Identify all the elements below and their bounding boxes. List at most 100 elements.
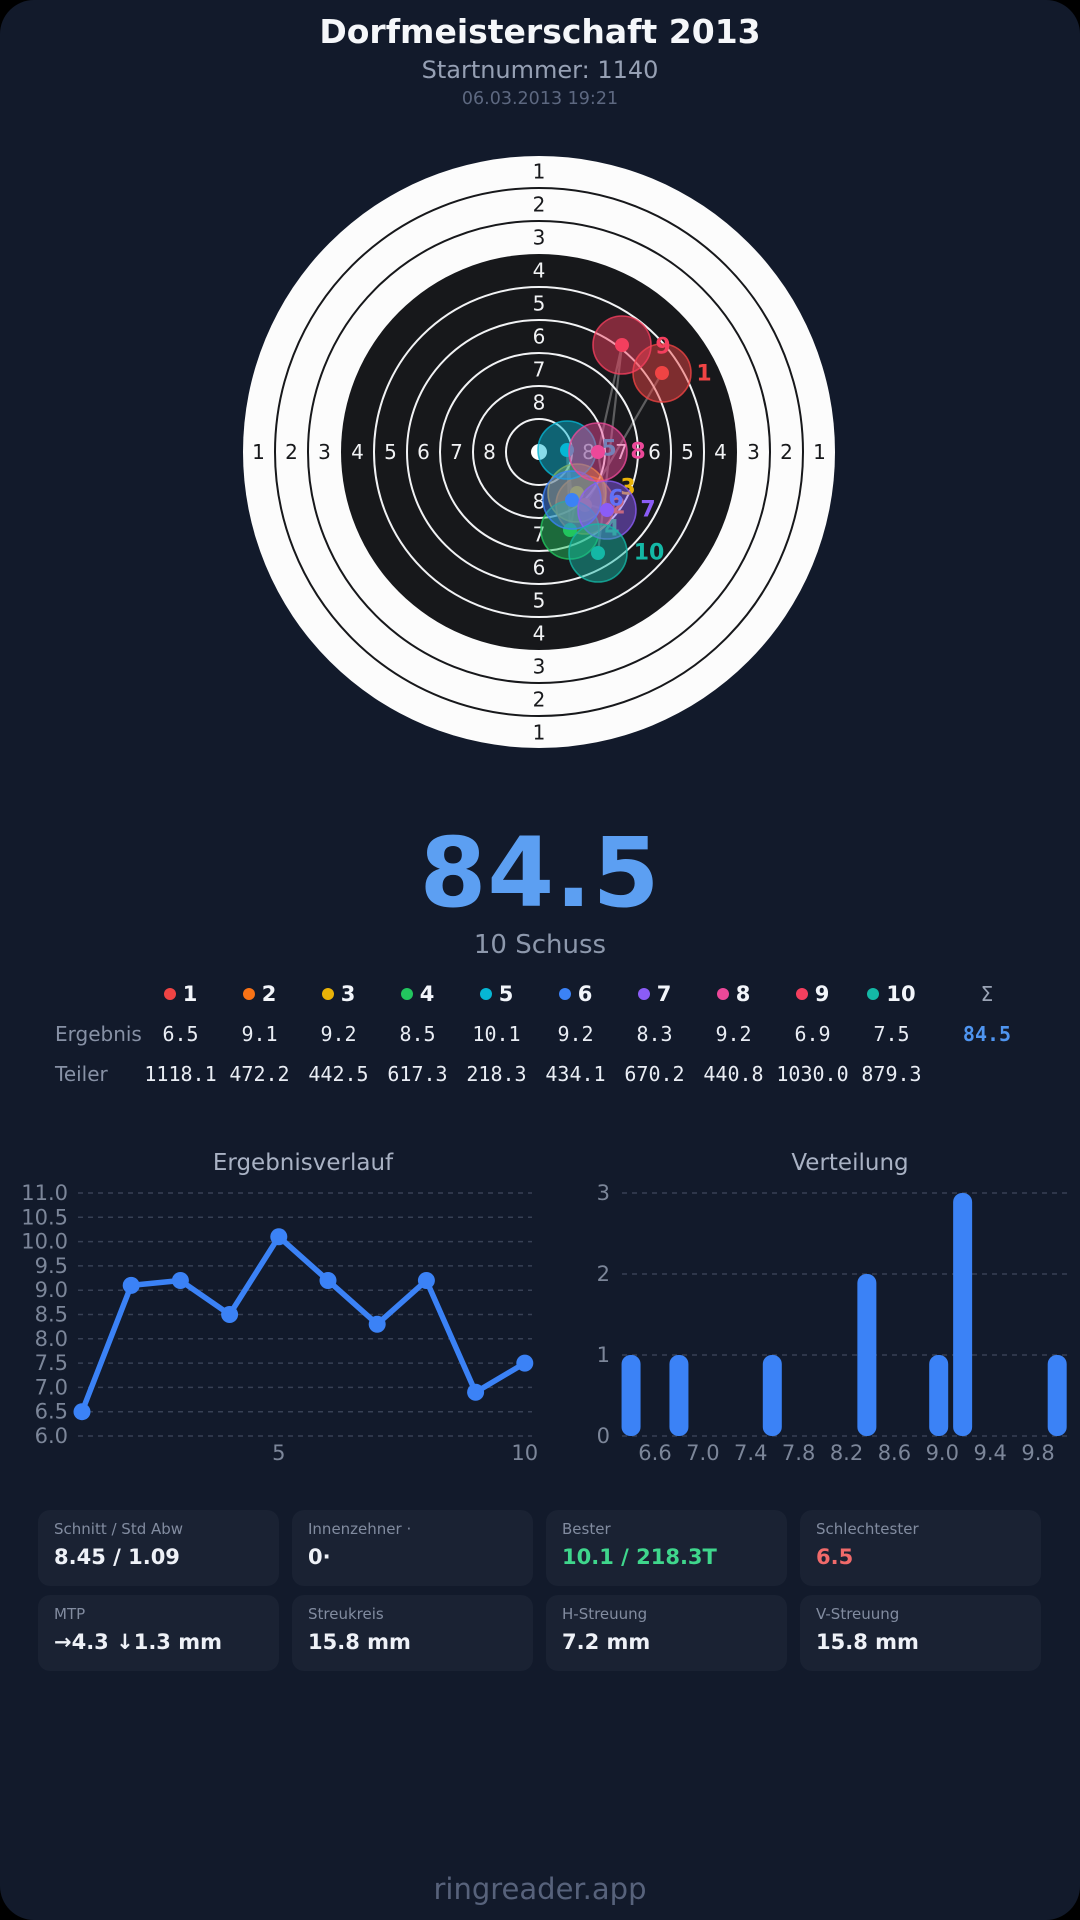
score-block: 84.5 10 Schuss (0, 822, 1080, 960)
value-cell: 9.1 (241, 1022, 278, 1046)
ring-circle (439, 352, 639, 552)
stat-value: 0· (308, 1545, 331, 1569)
y-tick-label: 9.5 (35, 1254, 68, 1278)
stat-value: 7.2 mm (562, 1630, 651, 1654)
data-point (270, 1228, 288, 1246)
stat-card-schlechtester: Schlechtester 6.5 (800, 1510, 1041, 1586)
shot-dot-1 (655, 366, 669, 380)
shot-number: 4 (419, 982, 435, 1006)
shot-number: 9 (814, 982, 830, 1006)
x-tick-label: 6.6 (638, 1441, 671, 1465)
value-cell: 218.3 (466, 1062, 527, 1086)
shot-number: 6 (577, 982, 593, 1006)
shot-color-dot (637, 988, 650, 1000)
line-chart-title: Ergebnisverlauf (213, 1150, 394, 1176)
ring-label: 1 (533, 160, 546, 184)
stat-label: V-Streuung (816, 1605, 900, 1623)
sum-column-header: Σ (980, 982, 994, 1006)
stat-label: Innenzehner · (308, 1520, 412, 1538)
ring-label: 3 (533, 226, 546, 250)
shot-dot-10 (591, 546, 605, 560)
shot-color-dot (163, 988, 176, 1000)
value-cell: 6.5 (162, 1022, 199, 1046)
ring-label: 1 (533, 721, 546, 745)
stat-label: Bester (562, 1520, 611, 1538)
stat-value: 10.1 / 218.3T (562, 1545, 717, 1569)
stat-card-bester: Bester 10.1 / 218.3T (546, 1510, 787, 1586)
ring-circle (307, 220, 771, 684)
value-cell: 670.2 (624, 1062, 685, 1086)
ring-label: 1 (252, 440, 265, 464)
shot-dot-4 (563, 523, 577, 537)
data-point (467, 1383, 485, 1401)
x-tick-label: 8.6 (878, 1441, 911, 1465)
value-cell: 472.2 (229, 1062, 290, 1086)
shot-number: 8 (735, 982, 751, 1006)
stat-value: 8.45 / 1.09 (54, 1545, 180, 1569)
ring-label: 6 (648, 440, 661, 464)
y-tick-label: 10.5 (21, 1205, 68, 1229)
shot-column-header: 1 (141, 982, 220, 1006)
x-tick-label: 8.2 (830, 1441, 863, 1465)
score-trend-line (79, 1233, 528, 1415)
y-tick-label: 7.0 (35, 1375, 68, 1399)
histogram-bar (762, 1355, 782, 1436)
sum-cell: 84.5 (962, 1022, 1012, 1046)
row-label: Teiler (55, 1062, 108, 1086)
shot-column-header: 5 (457, 982, 536, 1006)
ring-circle (373, 286, 705, 618)
x-tick-label: 9.0 (926, 1441, 959, 1465)
ring-label: 3 (533, 655, 546, 679)
shot-color-dot (716, 988, 729, 1000)
value-cell: 1030.0 (776, 1062, 849, 1086)
ring-label: 8 (582, 440, 595, 464)
shot-label-5: 5 (601, 437, 616, 462)
ring-label: 8 (533, 490, 546, 514)
data-point (122, 1276, 140, 1294)
shot-color-dot (867, 988, 880, 1000)
line-chart-svg: Ergebnisverlauf11.010.510.09.59.08.58.07… (21, 1150, 538, 1465)
shot-column-header: 7 (615, 982, 694, 1006)
shot-color-dot (321, 988, 334, 1000)
histogram-bar (953, 1193, 973, 1436)
shot-label-1: 1 (696, 362, 711, 387)
data-point (417, 1271, 435, 1289)
x-tick-label: 7.0 (686, 1441, 719, 1465)
ring-label: 7 (533, 358, 546, 382)
shot-color-dot (400, 988, 413, 1000)
histogram-bar (669, 1355, 689, 1436)
ring-label: 8 (533, 391, 546, 415)
y-tick-label: 3 (597, 1181, 610, 1205)
shot-column-header: 8 (694, 982, 773, 1006)
shot-column-header: 4 (378, 982, 457, 1006)
shot-label-9: 9 (655, 335, 670, 360)
report-header: Dorfmeisterschaft 2013 Startnummer: 1140… (0, 12, 1080, 110)
ring-circle (274, 187, 804, 717)
x-tick-label: 9.8 (1021, 1441, 1054, 1465)
y-tick-label: 8.0 (35, 1327, 68, 1351)
data-point (73, 1403, 91, 1421)
line-chart-panel: Ergebnisverlauf 11.0 10.5 10.0 9.5 9.0 8.5 8.0 7… (20, 1140, 540, 1480)
results-table: 1 2 3 4 5 6 7 8 9 10 Σ Ergebnis 6.5 9.1 9.2 8.5 10.1 9.2 8… (36, 974, 1044, 1094)
y-tick-label: 8.5 (35, 1303, 68, 1327)
row-label: Ergebnis (55, 1022, 142, 1046)
histogram-bar (1047, 1355, 1067, 1436)
shot-dot-8 (591, 445, 605, 459)
stat-value: 15.8 mm (816, 1630, 919, 1654)
stat-value: 6.5 (816, 1545, 854, 1569)
ring-label: 5 (681, 440, 694, 464)
ring-label: 2 (533, 688, 546, 712)
shot-label-2: 2 (610, 495, 625, 520)
ring-label: 4 (714, 440, 727, 464)
data-point (368, 1315, 386, 1333)
brand-footer: ringreader.app (433, 1872, 647, 1906)
shot-color-dot (479, 988, 492, 1000)
data-point (221, 1306, 239, 1323)
value-cell: 442.5 (308, 1062, 369, 1086)
shot-count-label: 10 Schuss (473, 930, 607, 960)
shot-column-header: 3 (299, 982, 378, 1006)
y-tick-label: 11.0 (21, 1181, 68, 1205)
shot-sequence-line (565, 344, 663, 554)
table-row-teiler: Teiler 1118.1 472.2 442.5 617.3 218.3 434.1 670… (36, 1054, 1044, 1094)
